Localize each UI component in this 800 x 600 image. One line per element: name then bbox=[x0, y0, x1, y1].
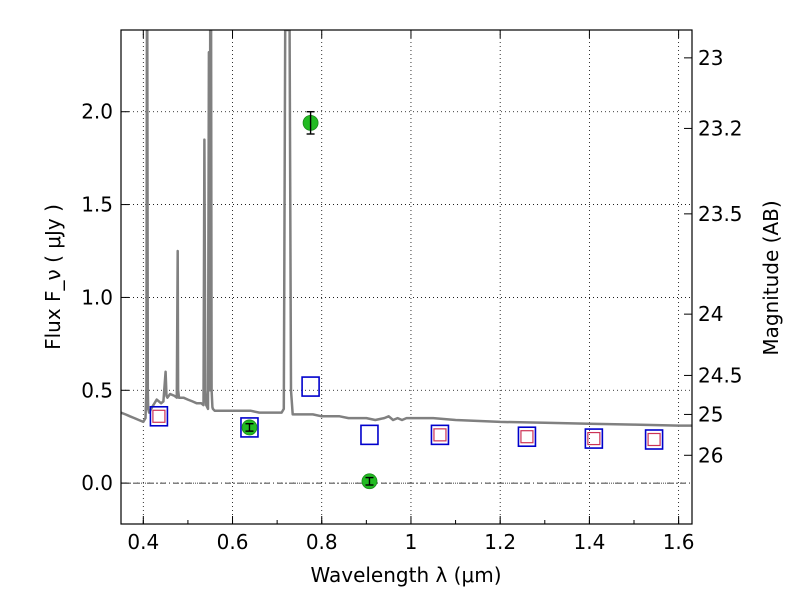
y-right-tick-label: 23.2 bbox=[698, 116, 743, 140]
photometry-upper-marker bbox=[433, 428, 447, 442]
photometry-upper-marker bbox=[520, 430, 534, 444]
y-tick-label: 0.5 bbox=[81, 378, 113, 402]
y-right-tick-label: 23.5 bbox=[698, 202, 743, 226]
model-photometry-marker bbox=[430, 424, 450, 446]
x-tick-label: 0.4 bbox=[127, 530, 159, 554]
x-tick-label: 1.4 bbox=[573, 530, 605, 554]
spectrum-line bbox=[121, 30, 692, 427]
photometry-upper-marker bbox=[647, 432, 661, 447]
ticks bbox=[121, 30, 692, 524]
spectrum-series bbox=[121, 30, 692, 427]
y-right-tick-label: 25 bbox=[698, 402, 723, 426]
x-tick-label: 0.8 bbox=[306, 530, 338, 554]
model-photometry-marker bbox=[517, 426, 537, 448]
y-tick-label: 1.0 bbox=[81, 285, 113, 309]
y-right-tick-label: 24.5 bbox=[698, 363, 743, 387]
x-axis-title: Wavelength λ (μm) bbox=[310, 563, 501, 587]
x-tick-label: 0.6 bbox=[217, 530, 249, 554]
model-photometry-marker bbox=[644, 429, 664, 450]
y-right-tick-label: 24 bbox=[698, 302, 723, 326]
model-photometry-marker bbox=[301, 376, 320, 397]
model-photometry-marker bbox=[240, 417, 259, 438]
y-right-tick-label: 23 bbox=[698, 46, 723, 70]
y-tick-label: 2.0 bbox=[81, 100, 113, 124]
photometry-upper-marker bbox=[587, 431, 601, 446]
y-tick-label: 1.5 bbox=[81, 193, 113, 217]
model-photometry-marker bbox=[360, 424, 379, 446]
marker-series bbox=[149, 111, 664, 490]
tick-labels: 0.4 0.6 0.8 1 1.2 1.4 1.6 0.0 0.5 1.0 1.5 2.0 23 23.2… bbox=[81, 46, 742, 554]
y-axis-right-title: Magnitude (AB) bbox=[759, 200, 783, 355]
plot-frame bbox=[120, 29, 693, 525]
y-axis-title: Flux F_ν ( μJy ) bbox=[41, 204, 65, 350]
model-photometry-marker bbox=[584, 428, 604, 449]
x-tick-label: 1.6 bbox=[663, 530, 695, 554]
model-photometry-marker bbox=[149, 405, 169, 427]
x-tick-label: 1.2 bbox=[484, 530, 516, 554]
x-tick-label: 1 bbox=[405, 530, 418, 554]
y-right-tick-label: 26 bbox=[698, 443, 723, 467]
y-tick-label: 0.0 bbox=[81, 471, 113, 495]
photometry-upper-marker bbox=[152, 409, 166, 423]
